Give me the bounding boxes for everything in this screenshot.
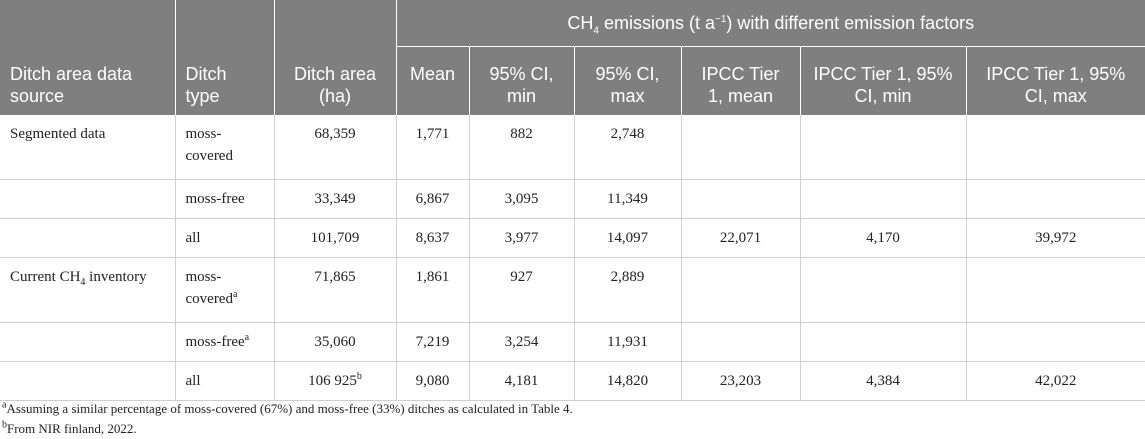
- emissions-table: CH4 emissions (t a−1) with different emi…: [0, 0, 1145, 401]
- cell-ipcc-mean: [680, 322, 800, 362]
- cell-ci-max: 11,349: [573, 179, 681, 219]
- col-header-area: Ditch area (ha): [273, 46, 396, 115]
- cell-ipcc-max: [965, 322, 1145, 362]
- cell-source: Segmented data: [0, 114, 175, 180]
- footnote-mark: b: [2, 419, 7, 431]
- col-header-ipcc-max: IPCC Tier 1, 95% CI, max: [965, 46, 1145, 115]
- cell-source: [0, 322, 175, 362]
- cell-ci-max: 2,889: [573, 257, 681, 323]
- cell-ipcc-mean: 23,203: [680, 361, 800, 401]
- col-header-ci-max: 95% CI, max: [573, 46, 681, 115]
- cell-ci-max: 11,931: [573, 322, 681, 362]
- cell-ipcc-min: [799, 257, 966, 323]
- cell-type: moss-covereda: [174, 257, 274, 323]
- cell-area: 106 925b: [273, 361, 396, 401]
- cell-area: 68,359: [273, 114, 396, 180]
- cell-ipcc-mean: 22,071: [680, 218, 800, 258]
- cell-ipcc-min: 4,384: [799, 361, 966, 401]
- cell-source: [0, 218, 175, 258]
- cell-ci-min: 4,181: [468, 361, 574, 401]
- col-header-mean: Mean: [395, 46, 469, 115]
- cell-mean: 1,861: [395, 257, 469, 323]
- footnote: aAssuming a similar percentage of moss-c…: [2, 399, 573, 416]
- cell-area: 71,865: [273, 257, 396, 323]
- footnote-mark: a: [2, 399, 7, 411]
- header-spacer: [174, 0, 274, 47]
- col-header-ipcc-min: IPCC Tier 1, 95% CI, min: [799, 46, 966, 115]
- cell-ipcc-min: 4,170: [799, 218, 966, 258]
- cell-ipcc-max: 39,972: [965, 218, 1145, 258]
- cell-ipcc-max: 42,022: [965, 361, 1145, 401]
- table-row: all 101,709 8,637 3,977 14,097 22,071 4,…: [0, 218, 1145, 258]
- emissions-group-header: CH4 emissions (t a−1) with different emi…: [395, 0, 1145, 47]
- cell-type: all: [174, 361, 274, 401]
- cell-ipcc-min: [799, 179, 966, 219]
- cell-type: moss-covered: [174, 114, 274, 180]
- cell-ci-min: 3,095: [468, 179, 574, 219]
- cell-source: [0, 361, 175, 401]
- cell-ci-min: 882: [468, 114, 574, 180]
- table-row: Current CH4 inventory moss-covereda 71,8…: [0, 257, 1145, 323]
- table-row: moss-freea 35,060 7,219 3,254 11,931: [0, 322, 1145, 362]
- cell-mean: 8,637: [395, 218, 469, 258]
- cell-mean: 1,771: [395, 114, 469, 180]
- cell-area: 33,349: [273, 179, 396, 219]
- col-header-type: Ditch type: [174, 46, 274, 115]
- cell-area: 101,709: [273, 218, 396, 258]
- header-row-group: CH4 emissions (t a−1) with different emi…: [0, 0, 1145, 47]
- cell-ci-max: 14,097: [573, 218, 681, 258]
- header-spacer: [0, 0, 175, 47]
- cell-type: moss-freea: [174, 322, 274, 362]
- cell-type: moss-free: [174, 179, 274, 219]
- cell-mean: 9,080: [395, 361, 469, 401]
- cell-area: 35,060: [273, 322, 396, 362]
- cell-ipcc-mean: [680, 179, 800, 219]
- table-header: CH4 emissions (t a−1) with different emi…: [0, 0, 1145, 115]
- footnote-mark: b: [356, 370, 362, 382]
- table-footnotes: aAssuming a similar percentage of moss-c…: [2, 399, 573, 439]
- col-header-source: Ditch area data source: [0, 46, 175, 115]
- table-row: all 106 925b 9,080 4,181 14,820 23,203 4…: [0, 361, 1145, 401]
- table-row: moss-free 33,349 6,867 3,095 11,349: [0, 179, 1145, 219]
- cell-ipcc-max: [965, 179, 1145, 219]
- header-spacer: [273, 0, 396, 47]
- table-body: Segmented data moss-covered 68,359 1,771…: [0, 114, 1145, 401]
- cell-mean: 7,219: [395, 322, 469, 362]
- footnote-mark: a: [232, 288, 238, 300]
- cell-source: Current CH4 inventory: [0, 257, 175, 323]
- cell-source: [0, 179, 175, 219]
- table-row: Segmented data moss-covered 68,359 1,771…: [0, 114, 1145, 180]
- cell-ipcc-min: [799, 114, 966, 180]
- col-header-ipcc-mean: IPCC Tier 1, mean: [680, 46, 800, 115]
- cell-ipcc-mean: [680, 114, 800, 180]
- cell-ci-min: 3,977: [468, 218, 574, 258]
- cell-mean: 6,867: [395, 179, 469, 219]
- cell-ipcc-max: [965, 114, 1145, 180]
- cell-ci-max: 2,748: [573, 114, 681, 180]
- footnote-mark: a: [244, 331, 250, 343]
- cell-ci-min: 927: [468, 257, 574, 323]
- col-header-ci-min: 95% CI, min: [468, 46, 574, 115]
- cell-ci-max: 14,820: [573, 361, 681, 401]
- cell-type: all: [174, 218, 274, 258]
- footnote: bFrom NIR finland, 2022.: [2, 419, 137, 436]
- cell-ipcc-max: [965, 257, 1145, 323]
- cell-ipcc-mean: [680, 257, 800, 323]
- cell-ipcc-min: [799, 322, 966, 362]
- cell-ci-min: 3,254: [468, 322, 574, 362]
- header-row-columns: Ditch area data source Ditch type Ditch …: [0, 46, 1145, 115]
